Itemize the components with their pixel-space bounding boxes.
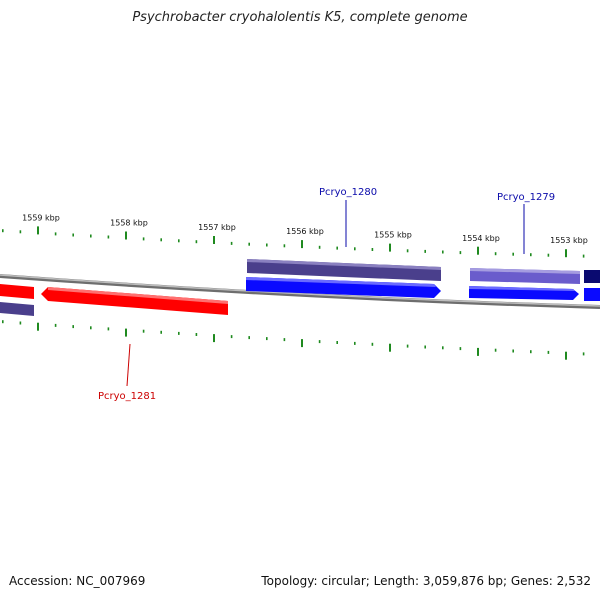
ruler-label: 1555 kbp <box>374 231 412 240</box>
gene-label-pcryo-1280[interactable]: Pcryo_1280 <box>319 187 377 198</box>
genome-backbone <box>0 274 600 309</box>
ruler-labels: 1559 kbp 1558 kbp 1557 kbp 1556 kbp 1555 kbp… <box>22 214 588 246</box>
ruler-label: 1554 kbp <box>462 234 500 243</box>
gene-blue-right-edge[interactable] <box>584 288 600 301</box>
ruler-label: 1557 kbp <box>198 223 236 232</box>
upper-tick-track <box>1 226 585 258</box>
summary-text: Topology: circular; Length: 3,059,876 bp… <box>261 574 591 588</box>
gene-label-pcryo-1279[interactable]: Pcryo_1279 <box>497 192 555 203</box>
lower-tick-track <box>1 320 585 360</box>
ruler-label: 1559 kbp <box>22 214 60 223</box>
gene-red-left-edge[interactable] <box>0 284 34 299</box>
ruler-label: 1553 kbp <box>550 236 588 245</box>
gene-pcryo-1280[interactable] <box>246 259 441 298</box>
gene-label-pcryo-1281[interactable]: Pcryo_1281 <box>98 391 156 402</box>
gene-navy-right-edge[interactable] <box>584 270 600 283</box>
leader-line-pcryo-1281 <box>126 343 131 387</box>
ruler-label: 1556 kbp <box>286 227 324 236</box>
accession-text: Accession: NC_007969 <box>9 574 146 588</box>
map-title: Psychrobacter cryohalolentis K5, complet… <box>132 10 468 25</box>
genome-backbone-highlight <box>0 274 600 307</box>
gene-pcryo-1281[interactable] <box>41 287 228 315</box>
gene-blue-left-edge[interactable] <box>0 302 34 316</box>
gene-pcryo-1279[interactable] <box>469 268 580 300</box>
ruler-label: 1558 kbp <box>110 219 148 228</box>
